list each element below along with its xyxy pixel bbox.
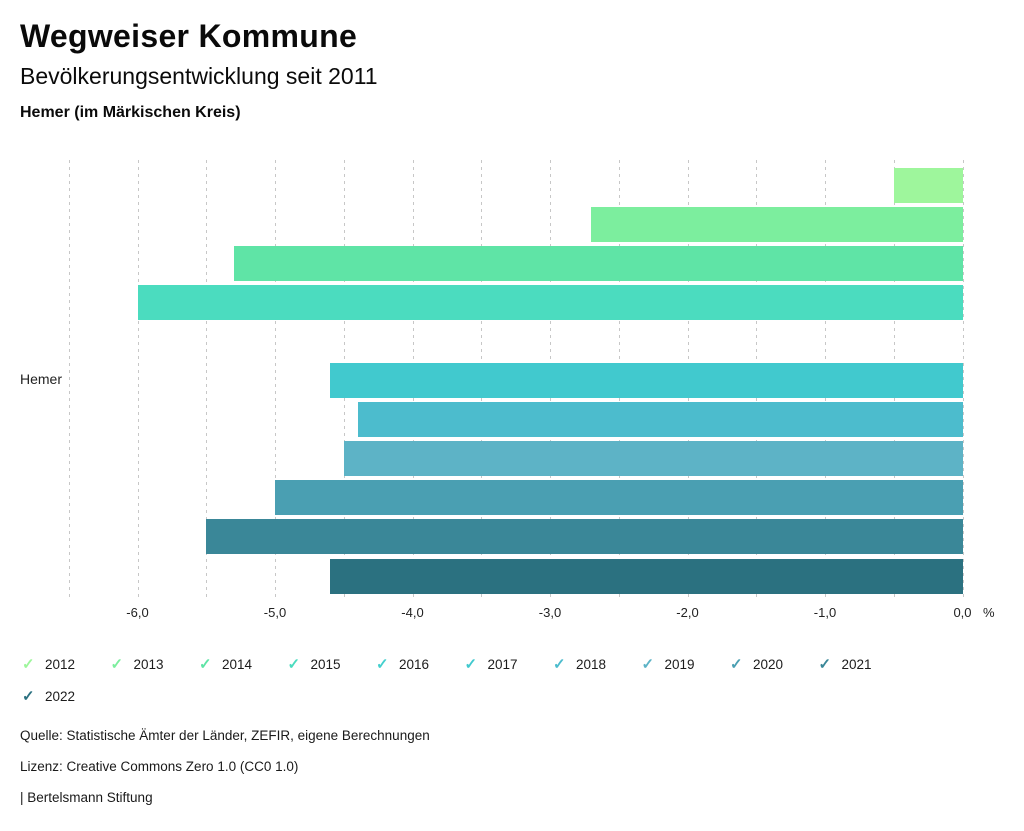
legend-item-2019[interactable]: ✓ 2019 <box>640 656 729 673</box>
legend-item-2018[interactable]: ✓ 2018 <box>551 656 640 673</box>
legend-item-2022[interactable]: ✓ 2022 <box>20 688 109 705</box>
source-note: Quelle: Statistische Ämter der Länder, Z… <box>20 728 430 743</box>
region-label: Hemer (im Märkischen Kreis) <box>20 104 241 121</box>
check-icon: ✓ <box>199 656 212 673</box>
gridline <box>275 160 276 600</box>
x-axis: -6,0 -5,0 -4,0 -3,0 -2,0 -1,0 0,0% <box>0 605 1024 621</box>
x-tick--4,0: -4,0 <box>401 605 424 620</box>
legend-item-2021[interactable]: ✓ 2021 <box>817 656 906 673</box>
check-icon: ✓ <box>376 656 389 673</box>
y-axis-group-label: Hemer <box>20 371 63 387</box>
bar-2015[interactable] <box>137 285 963 321</box>
check-icon: ✓ <box>818 656 832 673</box>
bar-2014[interactable] <box>233 246 963 282</box>
bar-2017[interactable] <box>330 363 963 399</box>
bar-2019[interactable] <box>343 441 963 477</box>
check-icon: ✓ <box>464 656 478 673</box>
attribution-note: | Bertelsmann Stiftung <box>20 790 153 805</box>
chart-title: Bevölkerungsentwicklung seit 2011 <box>20 63 378 89</box>
legend-item-2020[interactable]: ✓ 2020 <box>728 656 817 673</box>
check-icon: ✓ <box>553 656 566 673</box>
legend-year-label: 2012 <box>45 657 76 672</box>
legend-year-label: 2022 <box>45 689 76 704</box>
gridline <box>137 160 139 600</box>
bar-2018[interactable] <box>357 402 963 438</box>
check-icon: ✓ <box>730 656 743 673</box>
legend-item-2012[interactable]: ✓ 2012 <box>20 656 109 673</box>
legend-year-label: 2018 <box>576 657 607 672</box>
legend-year-label: 2015 <box>310 657 341 672</box>
bar-2021[interactable] <box>206 519 963 555</box>
legend-item-2015[interactable]: ✓ 2015 <box>286 656 375 673</box>
gridline <box>206 160 208 600</box>
legend-item-2014[interactable]: ✓ 2014 <box>197 656 286 673</box>
legend-year-label: 2017 <box>487 657 518 672</box>
bar-2012[interactable] <box>893 168 963 203</box>
check-icon: ✓ <box>110 656 124 673</box>
x-tick-0,0: 0,0 <box>953 605 972 620</box>
legend-year-label: 2021 <box>841 657 872 672</box>
gridline <box>68 160 70 600</box>
bar-2013[interactable] <box>591 207 963 243</box>
legend-item-2013[interactable]: ✓ 2013 <box>109 656 198 673</box>
page-title: Wegweiser Kommune <box>20 18 358 54</box>
chart-legend: ✓ 2012 ✓ 2013 ✓ 2014 ✓ 2015 ✓ 2016 ✓ 2017 ✓ 2018 ✓ 2019… <box>20 656 980 705</box>
check-icon: ✓ <box>641 656 655 673</box>
license-note: Lizenz: Creative Commons Zero 1.0 (CC0 1… <box>20 759 299 774</box>
x-tick--6,0: -6,0 <box>126 605 149 620</box>
bar-2020[interactable] <box>275 480 963 516</box>
legend-year-label: 2016 <box>399 657 430 672</box>
check-icon: ✓ <box>22 656 35 673</box>
legend-item-2017[interactable]: ✓ 2017 <box>463 656 552 673</box>
legend-year-label: 2014 <box>222 657 253 672</box>
x-tick--3,0: -3,0 <box>538 605 562 620</box>
x-axis-unit: % <box>983 605 995 620</box>
check-icon: ✓ <box>287 656 301 673</box>
x-tick--2,0: -2,0 <box>676 605 699 620</box>
legend-year-label: 2020 <box>753 657 784 672</box>
plot-area <box>0 160 1024 600</box>
legend-year-label: 2013 <box>133 657 164 672</box>
x-tick--1,0: -1,0 <box>813 605 837 620</box>
x-tick--5,0: -5,0 <box>263 605 287 620</box>
legend-year-label: 2019 <box>664 657 695 672</box>
check-icon: ✓ <box>22 688 35 705</box>
bar-2022[interactable] <box>330 558 963 594</box>
legend-item-2016[interactable]: ✓ 2016 <box>374 656 463 673</box>
gridline <box>962 160 964 600</box>
